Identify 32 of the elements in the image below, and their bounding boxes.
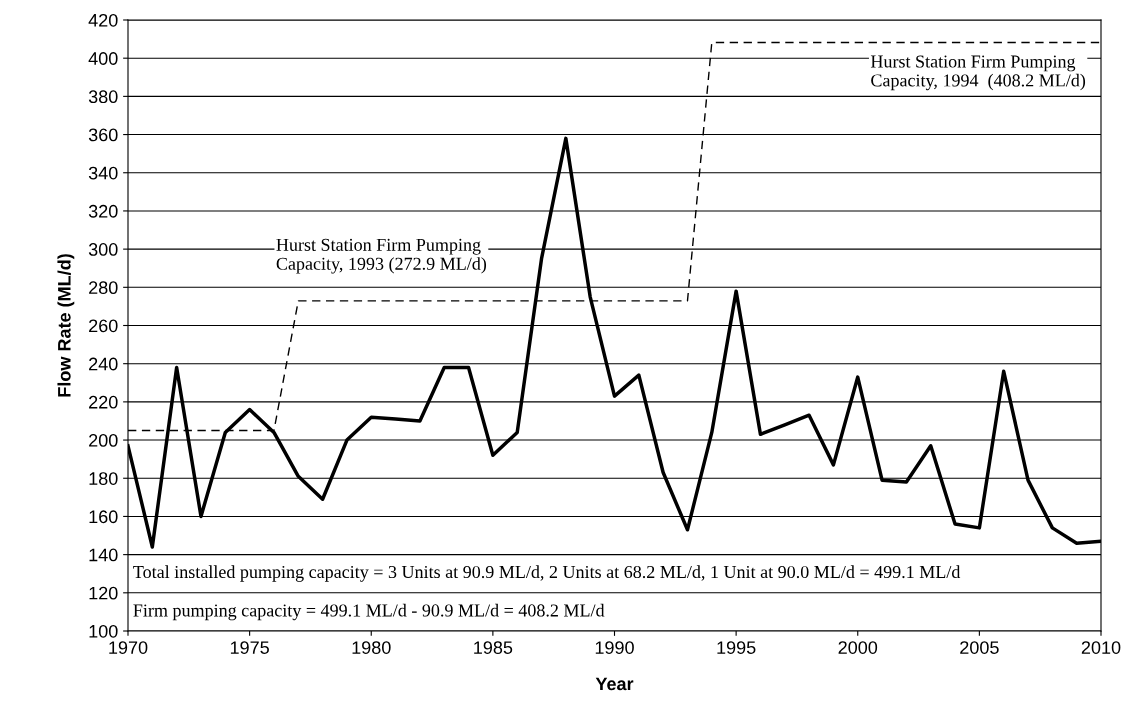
y-tick-label: 200 <box>89 434 118 447</box>
x-tick-label: 2005 <box>960 641 999 654</box>
y-tick-label: 360 <box>88 128 118 142</box>
x-tick-label: 1970 <box>109 641 148 654</box>
y-tick-label: 180 <box>89 472 118 485</box>
y-axis-title: Flow Rate (ML/d) <box>57 254 75 397</box>
y-tick-label: 260 <box>89 319 118 333</box>
y-tick-label: 240 <box>89 357 118 371</box>
x-tick-label: 1995 <box>717 641 756 654</box>
y-tick-label: 220 <box>89 395 118 409</box>
y-tick-label: 160 <box>89 510 118 524</box>
x-tick-label: 1985 <box>474 641 513 654</box>
y-tick-label: 400 <box>88 52 118 65</box>
annotation: Firm pumping capacity = 499.1 ML/d - 90.9 ML/d = 408.2 ML/d <box>133 603 605 621</box>
y-tick-label: 280 <box>89 281 118 295</box>
y-tick-label: 140 <box>89 548 118 562</box>
y-tick-label: 380 <box>88 90 118 104</box>
x-tick-label: 2010 <box>1081 641 1121 654</box>
y-tick-label: 100 <box>89 624 118 638</box>
x-tick-label: 2000 <box>838 641 878 654</box>
y-tick-label: 120 <box>89 586 118 600</box>
y-tick-label: 300 <box>88 243 118 256</box>
x-axis-title: Year <box>595 677 634 691</box>
y-tick-label: 340 <box>88 166 118 180</box>
annotation: Total installed pumping capacity = 3 Units at 90.9 ML/d, 2 Units at 68.2 ML/d, 1 Unit at 90.0 ML/d = 499.1 ML/d <box>133 565 961 582</box>
annotation: Hurst Station Firm Pumping Capacity, 1993 (272.9 ML/d) <box>276 238 487 274</box>
annotation: Hurst Station Firm Pumping Capacity, 1994 (408.2 ML/d) <box>870 55 1086 91</box>
x-tick-label: 1990 <box>595 641 634 654</box>
y-tick-label: 420 <box>88 13 118 27</box>
y-tick-label: 320 <box>88 204 118 218</box>
x-tick-label: 1975 <box>230 641 269 654</box>
x-tick-label: 1980 <box>352 641 391 654</box>
